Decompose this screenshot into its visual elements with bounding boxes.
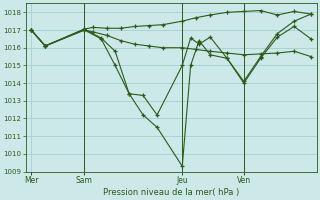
X-axis label: Pression niveau de la mer( hPa ): Pression niveau de la mer( hPa ) bbox=[103, 188, 239, 197]
